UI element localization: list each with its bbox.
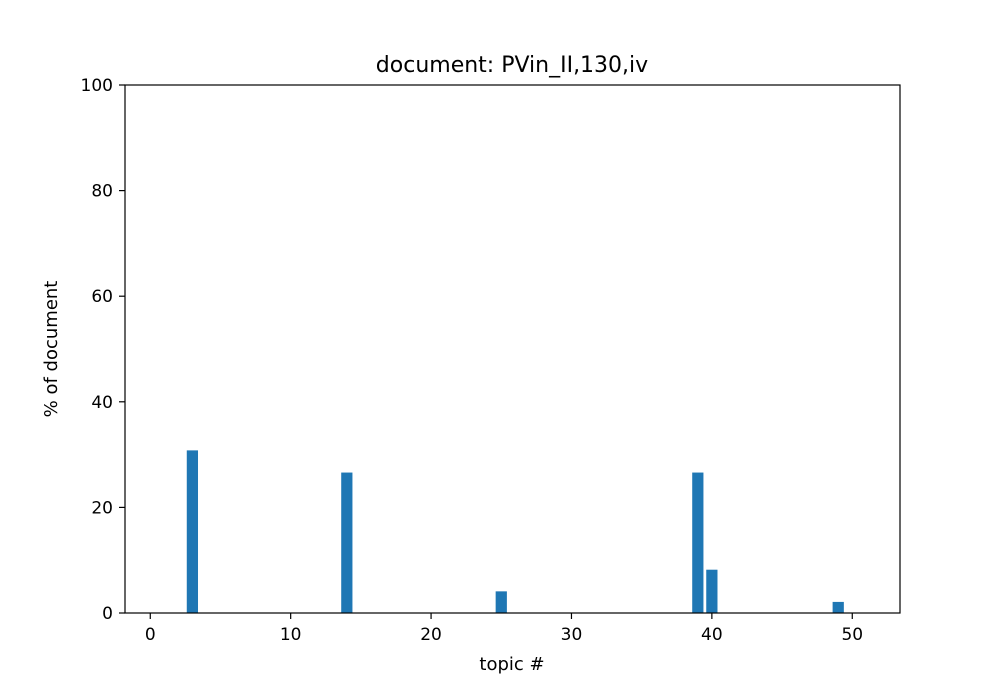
y-tick-label: 80 [91, 182, 113, 202]
bar-topic-39 [692, 472, 704, 613]
chart-title: document: PVin_II,130,iv [376, 53, 648, 78]
x-tick-label: 50 [841, 625, 863, 645]
bar-topic-49 [832, 601, 844, 613]
y-tick-label: 60 [91, 287, 113, 307]
bar-topic-40 [706, 569, 718, 613]
x-tick-label: 10 [280, 625, 302, 645]
y-tick-label: 100 [81, 76, 113, 96]
x-tick-label: 40 [701, 625, 723, 645]
x-ticks-group: 0 10 20 30 40 50 [145, 613, 863, 645]
y-tick-label: 0 [102, 604, 113, 624]
y-axis-label: % of document [41, 281, 62, 418]
bar-topic-14 [341, 472, 353, 613]
x-tick-label: 30 [561, 625, 583, 645]
bar-topic-25 [495, 591, 507, 613]
bars-group [186, 450, 844, 613]
y-ticks-group: 0 20 40 60 80 100 [81, 76, 125, 624]
x-tick-label: 0 [145, 625, 156, 645]
x-axis-label: topic # [479, 654, 544, 675]
x-tick-label: 20 [420, 625, 442, 645]
y-tick-label: 40 [91, 393, 113, 413]
plot-frame [124, 84, 901, 614]
y-tick-label: 20 [91, 498, 113, 518]
bar-topic-3 [186, 450, 199, 613]
